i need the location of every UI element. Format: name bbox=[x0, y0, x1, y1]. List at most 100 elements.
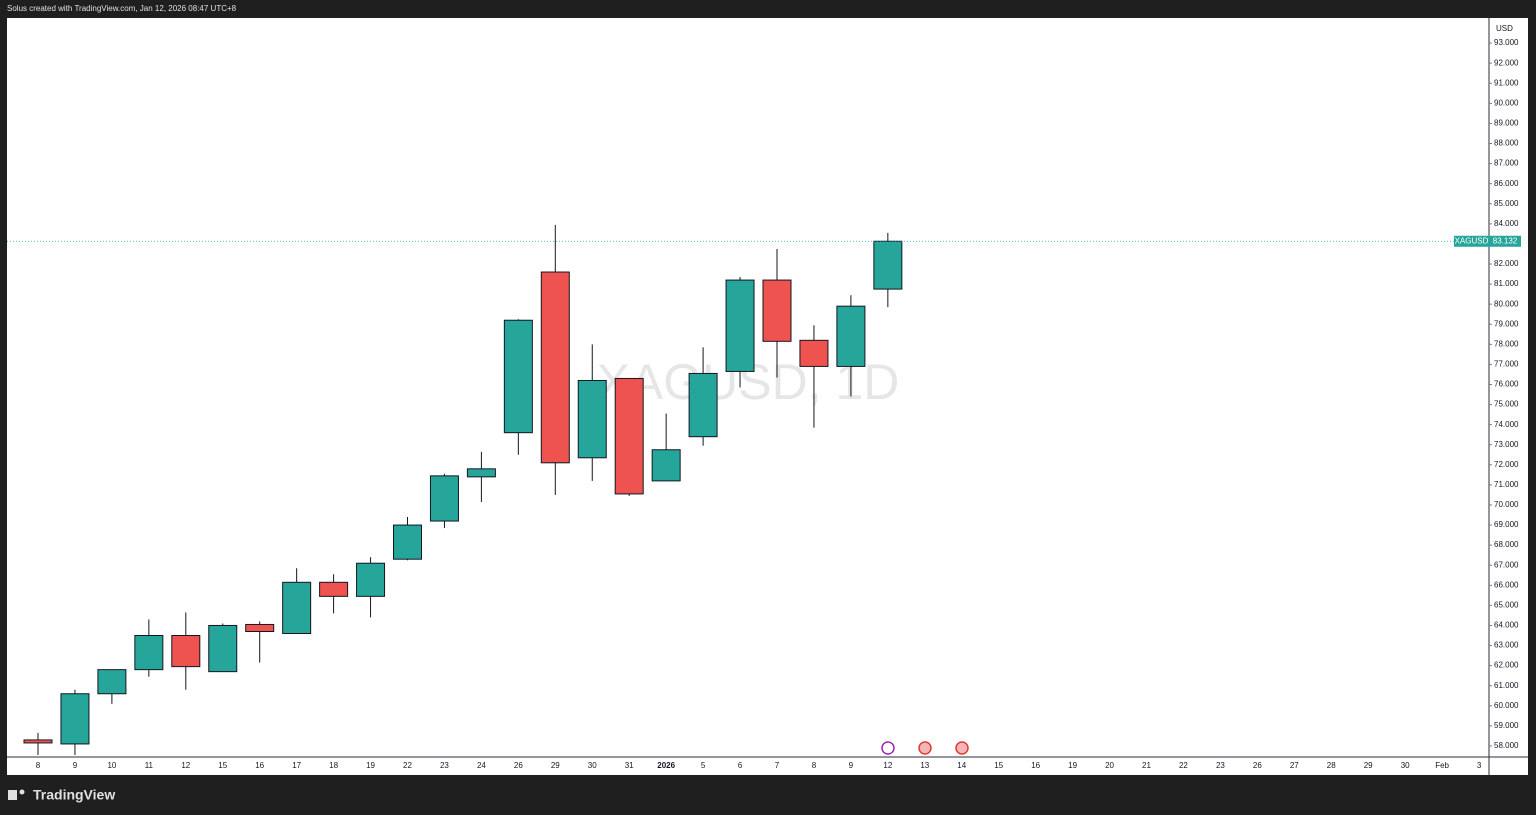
x-tick-label: 6 bbox=[738, 761, 743, 770]
y-tick-label: 80.000 bbox=[1494, 299, 1519, 308]
candle-body bbox=[836, 305, 866, 367]
y-tick-label: 79.000 bbox=[1494, 319, 1519, 328]
x-tick-label: 16 bbox=[255, 761, 264, 770]
candle-body bbox=[799, 339, 829, 367]
logo-mark bbox=[19, 789, 25, 795]
candle-body bbox=[97, 669, 127, 695]
event-icon[interactable] bbox=[881, 741, 895, 755]
x-tick-label: 13 bbox=[920, 761, 929, 770]
x-tick-label: 2026 bbox=[657, 761, 675, 770]
x-tick-label: 11 bbox=[145, 761, 154, 770]
event-icons bbox=[881, 741, 969, 755]
y-tick-label: 58.000 bbox=[1494, 741, 1519, 750]
y-tick-label: 93.000 bbox=[1494, 38, 1519, 47]
y-tick-label: 69.000 bbox=[1494, 520, 1519, 529]
y-tick-label: 85.000 bbox=[1494, 199, 1519, 208]
x-tick-label: 18 bbox=[329, 761, 338, 770]
y-tick-label: 62.000 bbox=[1494, 661, 1519, 670]
y-tick-label: 64.000 bbox=[1494, 621, 1519, 630]
y-tick-label: 91.000 bbox=[1494, 78, 1519, 87]
price-tag bbox=[1489, 235, 1521, 247]
symbol-tag-text: XAGUSD bbox=[1455, 236, 1489, 245]
y-tick-label: 90.000 bbox=[1494, 98, 1519, 107]
candle-body bbox=[725, 279, 755, 372]
x-tick-label: 26 bbox=[514, 761, 523, 770]
x-tick-label: 8 bbox=[36, 761, 41, 770]
candle-body bbox=[540, 271, 570, 464]
candle-body bbox=[356, 562, 386, 597]
y-tick-label: 92.000 bbox=[1494, 58, 1519, 67]
y-tick-label: 66.000 bbox=[1494, 580, 1519, 589]
x-tick-label: 30 bbox=[1401, 761, 1410, 770]
x-tick-label: 12 bbox=[883, 761, 892, 770]
y-tick-label: 84.000 bbox=[1494, 219, 1519, 228]
candle-body bbox=[171, 635, 201, 668]
candle-body bbox=[466, 468, 496, 478]
x-tick-label: 9 bbox=[73, 761, 78, 770]
x-tick-label: 15 bbox=[994, 761, 1003, 770]
candle-body bbox=[429, 475, 459, 522]
x-tick-label: 12 bbox=[181, 761, 190, 770]
event-icon[interactable] bbox=[918, 741, 932, 755]
candle-body bbox=[282, 581, 312, 634]
y-tick-label: 65.000 bbox=[1494, 600, 1519, 609]
y-tick-label: 75.000 bbox=[1494, 400, 1519, 409]
x-tick-label: 30 bbox=[588, 761, 597, 770]
x-tick-label: 22 bbox=[403, 761, 412, 770]
x-tick-label: 23 bbox=[440, 761, 449, 770]
x-tick-label: 19 bbox=[1068, 761, 1077, 770]
y-tick-label: 81.000 bbox=[1494, 279, 1519, 288]
y-tick-label: 87.000 bbox=[1494, 159, 1519, 168]
candle-body bbox=[60, 693, 90, 745]
x-tick-label: 27 bbox=[1290, 761, 1299, 770]
x-tick-label: 3 bbox=[1477, 761, 1482, 770]
x-tick-label: 5 bbox=[701, 761, 706, 770]
candle-body bbox=[688, 372, 718, 438]
symbol-tag bbox=[1454, 235, 1489, 247]
x-tick-label: 9 bbox=[849, 761, 854, 770]
x-tick-label: 20 bbox=[1105, 761, 1114, 770]
y-tick-label: 86.000 bbox=[1494, 179, 1519, 188]
y-tick-label: 59.000 bbox=[1494, 721, 1519, 730]
candle-body bbox=[134, 635, 164, 671]
event-icon[interactable] bbox=[955, 741, 969, 755]
y-tick-label: 61.000 bbox=[1494, 681, 1519, 690]
y-tick-label: 89.000 bbox=[1494, 119, 1519, 128]
candle-body bbox=[503, 319, 533, 434]
y-tick-label: 70.000 bbox=[1494, 500, 1519, 509]
x-tick-label: 29 bbox=[551, 761, 560, 770]
candle-body bbox=[577, 379, 607, 459]
x-tick-label: 19 bbox=[366, 761, 375, 770]
price-tag-text: 83.132 bbox=[1493, 236, 1518, 245]
x-tick-label: 15 bbox=[218, 761, 227, 770]
y-tick-label: 71.000 bbox=[1494, 480, 1519, 489]
logo[interactable]: TradingView bbox=[8, 787, 115, 803]
currency-label: USD bbox=[1496, 24, 1513, 33]
x-tick-label: 7 bbox=[775, 761, 780, 770]
candle-body bbox=[651, 449, 681, 482]
x-tick-label: Feb bbox=[1435, 761, 1449, 770]
x-tick-label: 23 bbox=[1216, 761, 1225, 770]
x-tick-label: 10 bbox=[107, 761, 116, 770]
x-tick-label: 26 bbox=[1253, 761, 1262, 770]
footer-brand: TradingView bbox=[33, 787, 115, 803]
candle-body bbox=[23, 739, 53, 744]
x-tick-label: 16 bbox=[1031, 761, 1040, 770]
x-tick-label: 24 bbox=[477, 761, 486, 770]
y-tick-label: 73.000 bbox=[1494, 440, 1519, 449]
y-tick-label: 63.000 bbox=[1494, 641, 1519, 650]
candle-body bbox=[208, 624, 238, 673]
plot-area bbox=[7, 18, 1528, 775]
candle-body bbox=[614, 377, 644, 495]
y-tick-label: 60.000 bbox=[1494, 701, 1519, 710]
x-tick-label: 14 bbox=[957, 761, 966, 770]
x-tick-label: 8 bbox=[812, 761, 817, 770]
candle-body bbox=[245, 623, 275, 632]
x-tick-label: 22 bbox=[1179, 761, 1188, 770]
header-text: Solus created with TradingView.com, Jan … bbox=[7, 4, 237, 13]
y-tick-label: 67.000 bbox=[1494, 560, 1519, 569]
y-tick-label: 72.000 bbox=[1494, 460, 1519, 469]
y-tick-label: 74.000 bbox=[1494, 420, 1519, 429]
